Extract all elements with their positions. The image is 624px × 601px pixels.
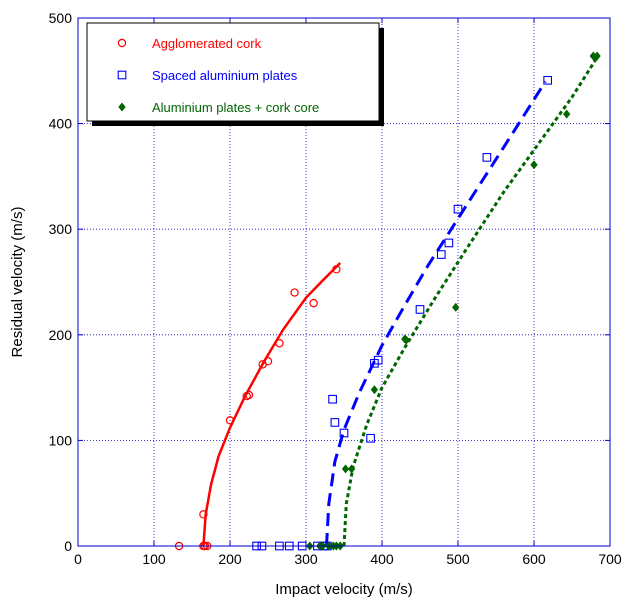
y-axis-label: Residual velocity (m/s) [9, 207, 26, 358]
data-point [451, 302, 460, 312]
data-point [436, 250, 446, 259]
data-point [309, 298, 318, 308]
data-point [373, 355, 383, 365]
legend-marker [117, 38, 127, 48]
x-tick-label: 600 [522, 551, 546, 567]
x-tick-label: 500 [446, 551, 470, 567]
data-point [339, 428, 349, 438]
data-point [347, 464, 356, 474]
y-tick-label: 300 [49, 221, 73, 237]
legend-box [86, 22, 380, 122]
x-tick-label: 400 [370, 551, 394, 567]
plot-frame [77, 17, 611, 547]
y-tick-label: 500 [49, 10, 73, 26]
data-point [543, 75, 553, 85]
data-point [225, 416, 235, 425]
data-point [562, 109, 571, 119]
legend-marker [118, 102, 126, 112]
y-tick-label: 0 [64, 538, 72, 554]
legend-label: Spaced aluminium plates [152, 68, 298, 83]
data-point [275, 339, 284, 348]
y-tick-label: 100 [49, 432, 73, 448]
data-point [263, 357, 273, 366]
x-tick-label: 300 [294, 551, 318, 567]
data-point [199, 510, 208, 519]
legend-marker [117, 70, 127, 80]
y-tick-label: 400 [49, 116, 73, 132]
x-tick-label: 200 [218, 551, 242, 567]
data-point [328, 394, 337, 404]
data-point [370, 385, 379, 395]
legend: Agglomerated cork Spaced aluminium plates… [86, 22, 384, 126]
data-point [444, 238, 454, 248]
data-point [332, 265, 341, 274]
data-point [415, 305, 425, 314]
x-tick-label: 700 [598, 551, 622, 567]
x-tick-label: 0 [74, 551, 82, 567]
data-point [482, 153, 492, 162]
x-tick-label: 100 [142, 551, 166, 567]
data-point [530, 160, 538, 170]
data-point [244, 390, 254, 400]
data-point [402, 335, 411, 345]
x-axis-label: Impact velocity (m/s) [275, 581, 413, 598]
data-point [366, 433, 375, 443]
data-point [593, 51, 601, 61]
data-point [330, 418, 340, 427]
legend-label: Agglomerated cork [152, 36, 262, 51]
axis-ticks: 0 100 200 300 400 500 600 700 0 100 200 300 400 500 [49, 10, 622, 567]
data-point [290, 288, 299, 297]
data-point [341, 464, 350, 474]
legend-label: Aluminium plates + cork core [152, 100, 319, 115]
data-point [453, 204, 463, 214]
fit-line [325, 80, 547, 547]
data-points [174, 51, 601, 551]
y-tick-label: 200 [49, 327, 73, 343]
